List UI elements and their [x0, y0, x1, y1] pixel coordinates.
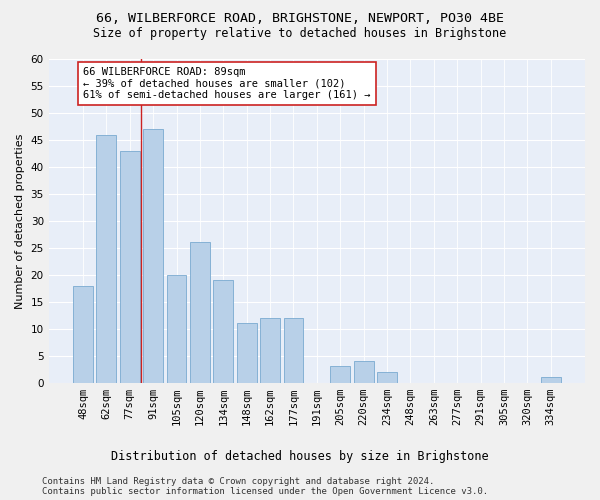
Bar — [260, 318, 280, 382]
Text: 66 WILBERFORCE ROAD: 89sqm
← 39% of detached houses are smaller (102)
61% of sem: 66 WILBERFORCE ROAD: 89sqm ← 39% of deta… — [83, 67, 370, 100]
Text: Contains HM Land Registry data © Crown copyright and database right 2024.: Contains HM Land Registry data © Crown c… — [42, 478, 434, 486]
Bar — [73, 286, 93, 382]
Bar — [97, 134, 116, 382]
Text: Contains public sector information licensed under the Open Government Licence v3: Contains public sector information licen… — [42, 488, 488, 496]
Bar — [214, 280, 233, 382]
Bar — [284, 318, 304, 382]
Bar — [237, 324, 257, 382]
Bar — [167, 275, 187, 382]
Bar — [120, 150, 140, 382]
Y-axis label: Number of detached properties: Number of detached properties — [15, 133, 25, 308]
Bar — [541, 377, 560, 382]
Bar — [353, 361, 374, 382]
Bar — [190, 242, 210, 382]
Text: Distribution of detached houses by size in Brighstone: Distribution of detached houses by size … — [111, 450, 489, 463]
Bar — [377, 372, 397, 382]
Text: Size of property relative to detached houses in Brighstone: Size of property relative to detached ho… — [94, 28, 506, 40]
Bar — [330, 366, 350, 382]
Text: 66, WILBERFORCE ROAD, BRIGHSTONE, NEWPORT, PO30 4BE: 66, WILBERFORCE ROAD, BRIGHSTONE, NEWPOR… — [96, 12, 504, 26]
Bar — [143, 129, 163, 382]
